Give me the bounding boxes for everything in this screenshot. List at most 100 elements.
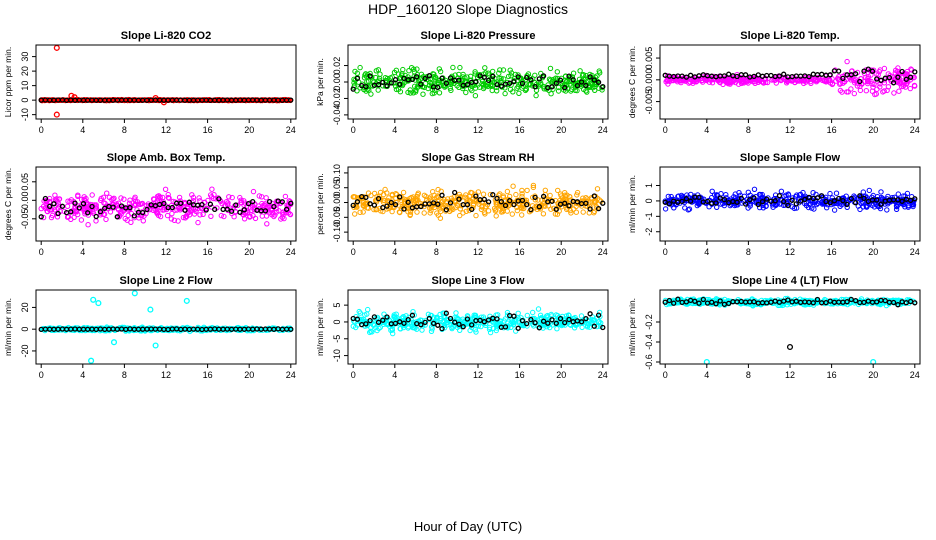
data-point xyxy=(810,190,816,196)
data-point xyxy=(755,72,761,78)
data-point xyxy=(160,194,166,201)
data-point xyxy=(763,79,769,86)
data-point xyxy=(371,314,378,320)
data-point xyxy=(279,199,285,205)
data-point xyxy=(350,202,356,209)
data-point xyxy=(540,211,547,217)
y-axis: -0.050.000.05 xyxy=(20,173,36,229)
data-point xyxy=(844,201,850,208)
data-point xyxy=(573,209,579,215)
data-point xyxy=(463,89,469,96)
data-point xyxy=(721,196,728,203)
y-tick-label: -0.04 xyxy=(332,105,342,126)
data-point xyxy=(392,201,399,208)
y-tick-label: 0.005 xyxy=(644,47,654,70)
data-point xyxy=(421,203,427,210)
data-point xyxy=(59,203,66,209)
data-point xyxy=(567,194,573,200)
data-point xyxy=(363,321,369,327)
x-axis: 0 4 8 12 16 20 24 xyxy=(351,119,608,135)
data-point xyxy=(107,209,114,215)
data-point xyxy=(361,203,367,210)
data-point xyxy=(367,329,373,336)
data-point xyxy=(797,198,804,204)
data-point xyxy=(519,80,526,87)
data-point xyxy=(511,313,517,319)
data-point xyxy=(912,196,918,202)
panel-ylabel: percent per min. xyxy=(315,173,325,234)
data-point xyxy=(456,71,462,78)
data-point xyxy=(65,198,71,204)
data-point xyxy=(515,325,521,331)
data-point xyxy=(682,205,688,211)
data-point xyxy=(840,75,846,82)
data-point xyxy=(528,316,534,323)
data-point xyxy=(238,197,244,203)
data-point xyxy=(81,194,87,200)
data-point xyxy=(812,77,818,84)
panel-title: Slope Gas Stream RH xyxy=(421,152,534,164)
data-point xyxy=(717,195,723,201)
data-point xyxy=(878,201,884,207)
data-point xyxy=(428,207,434,214)
data-point xyxy=(64,203,71,210)
data-point xyxy=(866,77,872,84)
x-axis: 0 4 8 12 16 20 24 xyxy=(663,364,920,380)
data-point xyxy=(263,213,270,219)
data-point xyxy=(75,193,81,200)
x-tick-label: 20 xyxy=(868,247,878,257)
data-point xyxy=(384,83,390,89)
data-point xyxy=(912,300,918,306)
data-point xyxy=(764,72,770,79)
data-point xyxy=(72,200,78,206)
data-point xyxy=(662,206,669,212)
data-point xyxy=(397,325,403,332)
data-point xyxy=(836,195,842,202)
data-point xyxy=(152,94,159,102)
data-point xyxy=(352,194,358,200)
data-point xyxy=(553,80,559,86)
data-point xyxy=(742,72,749,78)
data-point xyxy=(382,75,389,81)
data-point xyxy=(208,194,215,200)
data-point xyxy=(165,194,172,201)
x-tick-label: 16 xyxy=(515,125,525,135)
data-point xyxy=(803,79,809,85)
data-point xyxy=(494,88,500,94)
panel-ylabel: ml/min per min. xyxy=(627,298,637,356)
data-point xyxy=(759,73,766,79)
points-sampleflow xyxy=(662,186,918,213)
data-point xyxy=(441,322,448,328)
data-point xyxy=(555,187,561,194)
data-point xyxy=(472,327,478,333)
data-point xyxy=(696,194,702,201)
data-point xyxy=(38,214,44,220)
data-point xyxy=(814,195,821,201)
data-point xyxy=(397,194,403,200)
data-point xyxy=(511,78,517,85)
data-point xyxy=(861,195,867,202)
data-point xyxy=(823,299,829,306)
x-tick-label: 16 xyxy=(827,125,837,135)
data-point xyxy=(491,205,498,212)
data-point xyxy=(823,79,829,85)
data-point xyxy=(778,188,785,195)
data-point xyxy=(600,83,606,90)
data-point xyxy=(228,208,235,214)
data-point xyxy=(367,73,373,79)
y-tick-label: -0.05 xyxy=(332,207,342,228)
data-point xyxy=(375,195,382,202)
data-point xyxy=(877,84,883,90)
data-point xyxy=(579,198,585,204)
data-point xyxy=(537,312,544,318)
data-point xyxy=(806,73,812,80)
panel-title: Slope Sample Flow xyxy=(740,152,841,164)
x-tick-label: 12 xyxy=(473,247,483,257)
data-point xyxy=(279,214,285,221)
data-point xyxy=(583,82,589,89)
data-point xyxy=(519,191,525,197)
y-tick-label: 20 xyxy=(20,302,30,312)
data-point xyxy=(389,74,395,80)
data-point xyxy=(744,79,750,85)
data-point xyxy=(443,80,449,86)
